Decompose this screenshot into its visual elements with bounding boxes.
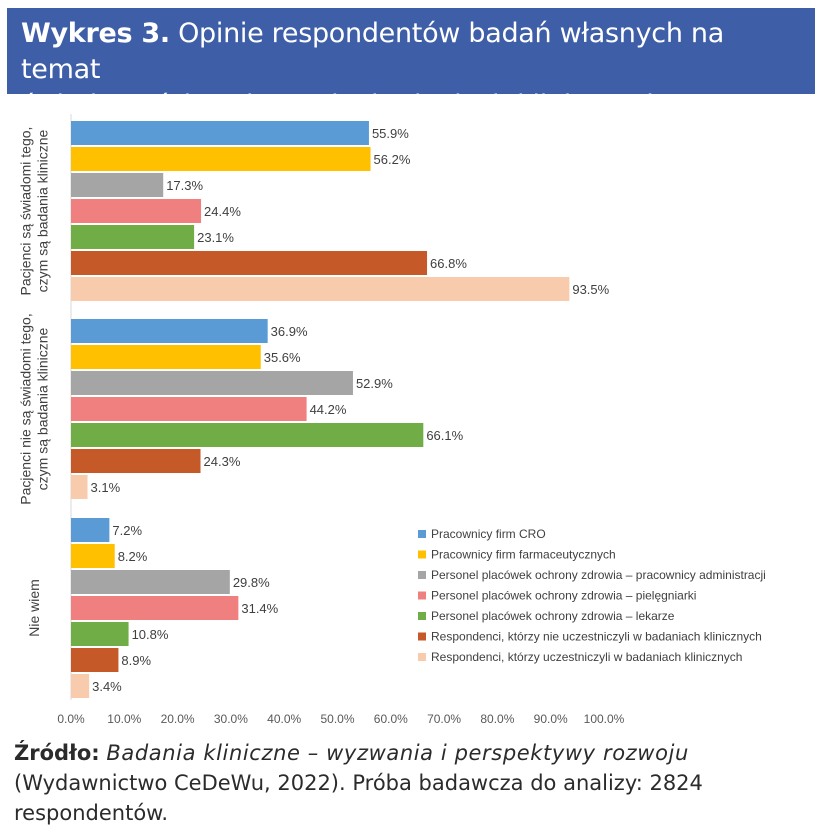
x-tick-label: 40.0% xyxy=(267,712,301,726)
legend-swatch xyxy=(418,612,426,620)
bar-2-group-2 xyxy=(71,345,261,369)
legend-entry: Personel placówek ochrony zdrowia – prac… xyxy=(431,568,766,582)
figure-header: Wykres 3. Opinie respondentów badań włas… xyxy=(7,8,815,121)
bar-5-group-2 xyxy=(71,423,424,447)
source-label: Źródło: xyxy=(14,741,100,765)
data-label: 55.9% xyxy=(372,126,409,141)
x-tick-label: 90.0% xyxy=(534,712,568,726)
figure-label: Wykres 3. xyxy=(21,18,170,49)
bar-2-group-1 xyxy=(71,147,371,171)
data-label: 3.1% xyxy=(91,480,121,495)
x-tick-label: 100.0% xyxy=(584,712,625,726)
legend-swatch xyxy=(418,571,426,579)
data-label: 66.8% xyxy=(430,256,467,271)
data-label: 8.2% xyxy=(118,549,148,564)
bar-2-group-3 xyxy=(71,544,115,568)
bar-4-group-1 xyxy=(71,199,202,223)
bar-7-group-2 xyxy=(71,475,88,499)
source-title: Badania kliniczne – wyzwania i perspekty… xyxy=(106,741,689,765)
header-line-1: Wykres 3. Opinie respondentów badań włas… xyxy=(21,16,801,88)
bar-6-group-3 xyxy=(71,648,119,672)
source-note: Źródło: Badania kliniczne – wyzwania i p… xyxy=(14,738,814,828)
data-label: 36.9% xyxy=(271,324,308,339)
category-label-line: Pacjenci nie są świadomi tego, xyxy=(18,313,34,504)
bar-chart: 55.9% 36.9% 7.2% 56.2% 35.6% 8.2% 17.3% 52.9% 29… xyxy=(18,114,766,726)
x-tick-label: 80.0% xyxy=(480,712,514,726)
legend-entry: Personel placówek ochrony zdrowia – leka… xyxy=(431,609,675,623)
data-label: 31.4% xyxy=(241,601,278,616)
x-tick-label: 30.0% xyxy=(214,712,248,726)
data-label: 10.8% xyxy=(132,627,169,642)
legend-entry: Personel placówek ochrony zdrowia – piel… xyxy=(431,589,696,603)
x-tick-label: 0.0% xyxy=(57,712,85,726)
category-label-line: Nie wiem xyxy=(26,579,42,637)
legend-swatch xyxy=(418,530,426,538)
bar-1-group-1 xyxy=(71,121,369,145)
legend-entry: Respondenci, którzy uczestniczyli w bada… xyxy=(431,650,742,664)
data-label: 52.9% xyxy=(356,376,393,391)
data-label: 35.6% xyxy=(264,350,301,365)
category-label: Nie wiem xyxy=(26,579,42,637)
chart-area: 55.9% 36.9% 7.2% 56.2% 35.6% 8.2% 17.3% 52.9% 29… xyxy=(0,100,824,730)
data-label: 23.1% xyxy=(197,230,234,245)
x-tick-label: 70.0% xyxy=(427,712,461,726)
bar-7-group-3 xyxy=(71,674,90,698)
category-label-line: Pacjenci są świadomi tego, xyxy=(18,127,34,296)
bar-3-group-3 xyxy=(71,570,230,594)
bar-1-group-2 xyxy=(71,319,268,343)
x-tick-label: 20.0% xyxy=(161,712,195,726)
data-label: 29.8% xyxy=(233,575,270,590)
bar-7-group-1 xyxy=(71,277,570,301)
data-label: 93.5% xyxy=(572,282,609,297)
data-label: 66.1% xyxy=(426,428,463,443)
data-label: 44.2% xyxy=(310,402,347,417)
bar-5-group-3 xyxy=(71,622,129,646)
category-label-line: czym są badania kliniczne xyxy=(35,327,51,490)
x-tick-label: 10.0% xyxy=(107,712,141,726)
source-details: (Wydawnictwo CeDeWu, 2022). Próba badawc… xyxy=(14,771,703,825)
x-tick-label: 60.0% xyxy=(374,712,408,726)
data-label: 17.3% xyxy=(166,178,203,193)
data-label: 3.4% xyxy=(92,679,122,694)
bar-4-group-2 xyxy=(71,397,307,421)
figure-title-line-2: świadomości społecznej o badaniach klini… xyxy=(21,90,664,121)
data-label: 24.4% xyxy=(204,204,241,219)
bar-5-group-1 xyxy=(71,225,195,249)
data-label: 24.3% xyxy=(204,454,241,469)
bar-6-group-1 xyxy=(71,251,428,275)
bar-4-group-3 xyxy=(71,596,239,620)
bar-3-group-2 xyxy=(71,371,353,395)
data-label: 56.2% xyxy=(374,152,411,167)
legend-swatch xyxy=(418,550,426,559)
bar-1-group-3 xyxy=(71,518,110,542)
legend-swatch xyxy=(418,653,426,661)
category-label: Pacjenci są świadomi tego,czym są badani… xyxy=(18,127,51,296)
figure-title: Opinie respondentów badań własnych na te… xyxy=(21,18,724,85)
legend-swatch xyxy=(418,632,426,641)
bar-3-group-1 xyxy=(71,173,164,197)
data-label: 8.9% xyxy=(121,653,151,668)
category-label-line: czym są badania kliniczne xyxy=(35,129,51,292)
legend-entry: Pracownicy firm CRO xyxy=(431,527,546,541)
bar-6-group-2 xyxy=(71,449,201,473)
data-label: 7.2% xyxy=(112,523,142,538)
legend-entry: Pracownicy firm farmaceutycznych xyxy=(431,548,616,562)
category-label: Pacjenci nie są świadomi tego,czym są ba… xyxy=(18,313,51,504)
legend-swatch xyxy=(418,591,426,600)
legend-entry: Respondenci, którzy nie uczestniczyli w … xyxy=(431,630,762,644)
x-tick-label: 50.0% xyxy=(320,712,354,726)
